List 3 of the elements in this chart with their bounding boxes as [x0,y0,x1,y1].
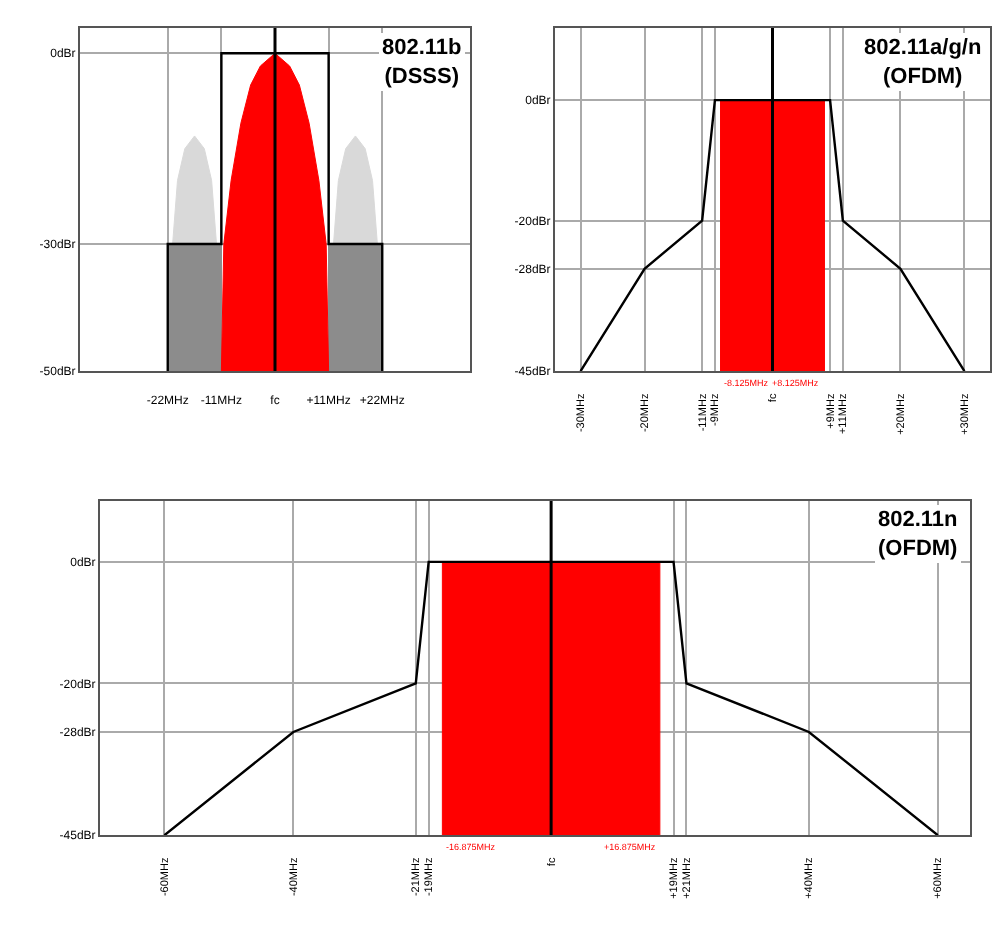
text: 802.11n (OFDM) [878,508,959,561]
text: 802.11a/g/n (OFDM) [864,36,982,89]
text: 802.11b (DSSS) [382,36,463,89]
